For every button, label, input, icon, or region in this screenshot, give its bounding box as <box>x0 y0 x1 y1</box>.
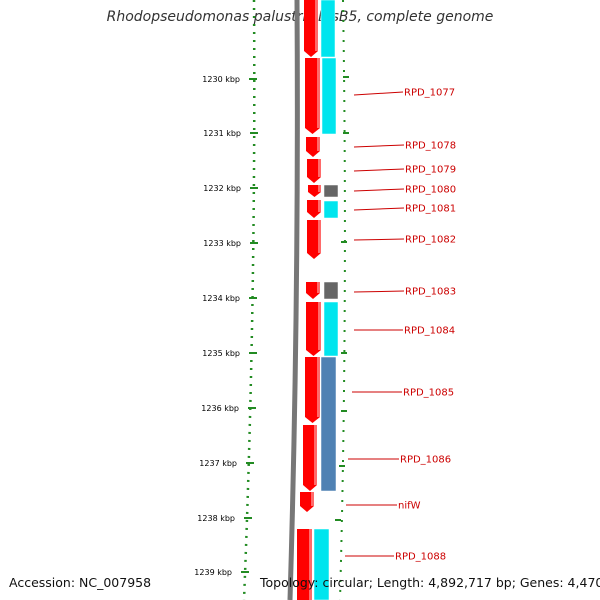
function-box <box>320 0 336 58</box>
ruler-tick-label: 1239 kbp <box>194 568 232 577</box>
gene-label: RPD_1081 <box>405 204 456 215</box>
gene-leader-line <box>353 91 404 96</box>
gene-label: RPD_1086 <box>400 455 451 466</box>
gene-leader-line <box>353 207 405 211</box>
cds-arrow <box>297 529 312 600</box>
ruler-tick-label: 1237 kbp <box>199 459 237 468</box>
gene-label: RPD_1085 <box>403 388 454 399</box>
cds-arrow <box>304 0 318 57</box>
map-title: Rhodopseudomonas palustris BisB5, comple… <box>106 9 494 25</box>
topology-text: Topology: circular; Length: 4,892,717 bp… <box>260 575 600 590</box>
function-box <box>313 528 330 600</box>
cds-arrow <box>307 220 321 259</box>
cds-arrow <box>306 302 321 356</box>
gene-leader-line <box>353 168 405 172</box>
function-box <box>321 57 337 135</box>
gene-label: RPD_1084 <box>404 326 455 337</box>
gene-leader-line <box>353 238 405 241</box>
function-box <box>323 184 339 198</box>
gene-label: RPD_1080 <box>405 185 456 196</box>
ruler-tick-label: 1238 kbp <box>197 514 235 523</box>
gene-label: RPD_1082 <box>405 235 456 246</box>
gene-label: RPD_1079 <box>405 165 456 176</box>
function-box <box>323 301 339 357</box>
ruler-ticks: 1230 kbp 1231 kbp 1232 kbp 1233 kbp 1234 kbp… <box>194 75 349 577</box>
gene-leader-line <box>353 188 405 192</box>
cds-arrow <box>306 137 320 157</box>
ruler-dotted-line <box>242 0 256 600</box>
function-box <box>323 200 339 219</box>
cds-arrow <box>300 492 314 512</box>
cds-arrow <box>307 159 321 183</box>
function-box <box>320 356 337 492</box>
cds-arrow <box>303 425 317 491</box>
cds-arrow <box>306 282 320 299</box>
ruler-tick-label: 1235 kbp <box>202 349 240 358</box>
gene-label: RPD_1078 <box>405 141 456 152</box>
cds-track <box>297 0 321 600</box>
ruler-tick-label: 1231 kbp <box>203 129 241 138</box>
function-box <box>323 281 339 300</box>
accession-text: Accession: NC_007958 <box>9 575 152 590</box>
gene-label: RPD_1083 <box>405 287 456 298</box>
ruler-tick-label: 1233 kbp <box>203 239 241 248</box>
ruler-tick-label: 1234 kbp <box>202 294 240 303</box>
cds-arrow <box>307 200 321 218</box>
cds-arrow <box>305 58 320 134</box>
genome-backbone <box>287 0 300 600</box>
ruler-tick-label: 1236 kbp <box>201 404 239 413</box>
gene-label: RPD_1077 <box>404 88 455 99</box>
gene-leader-line <box>353 144 405 148</box>
gene-label: nifW <box>398 501 421 512</box>
cds-arrow <box>308 185 321 197</box>
gene-leader-line <box>353 290 405 293</box>
function-track <box>313 0 339 600</box>
gene-labels: RPD_1077 RPD_1078 RPD_1079 RPD_1080 RPD_1081… <box>345 88 456 563</box>
ruler-tick-label: 1230 kbp <box>202 75 240 84</box>
ruler-tick-label: 1232 kbp <box>203 184 241 193</box>
cds-arrow <box>305 357 320 423</box>
gene-label: RPD_1088 <box>395 552 446 563</box>
outer-ring-dotted-line <box>339 0 346 600</box>
